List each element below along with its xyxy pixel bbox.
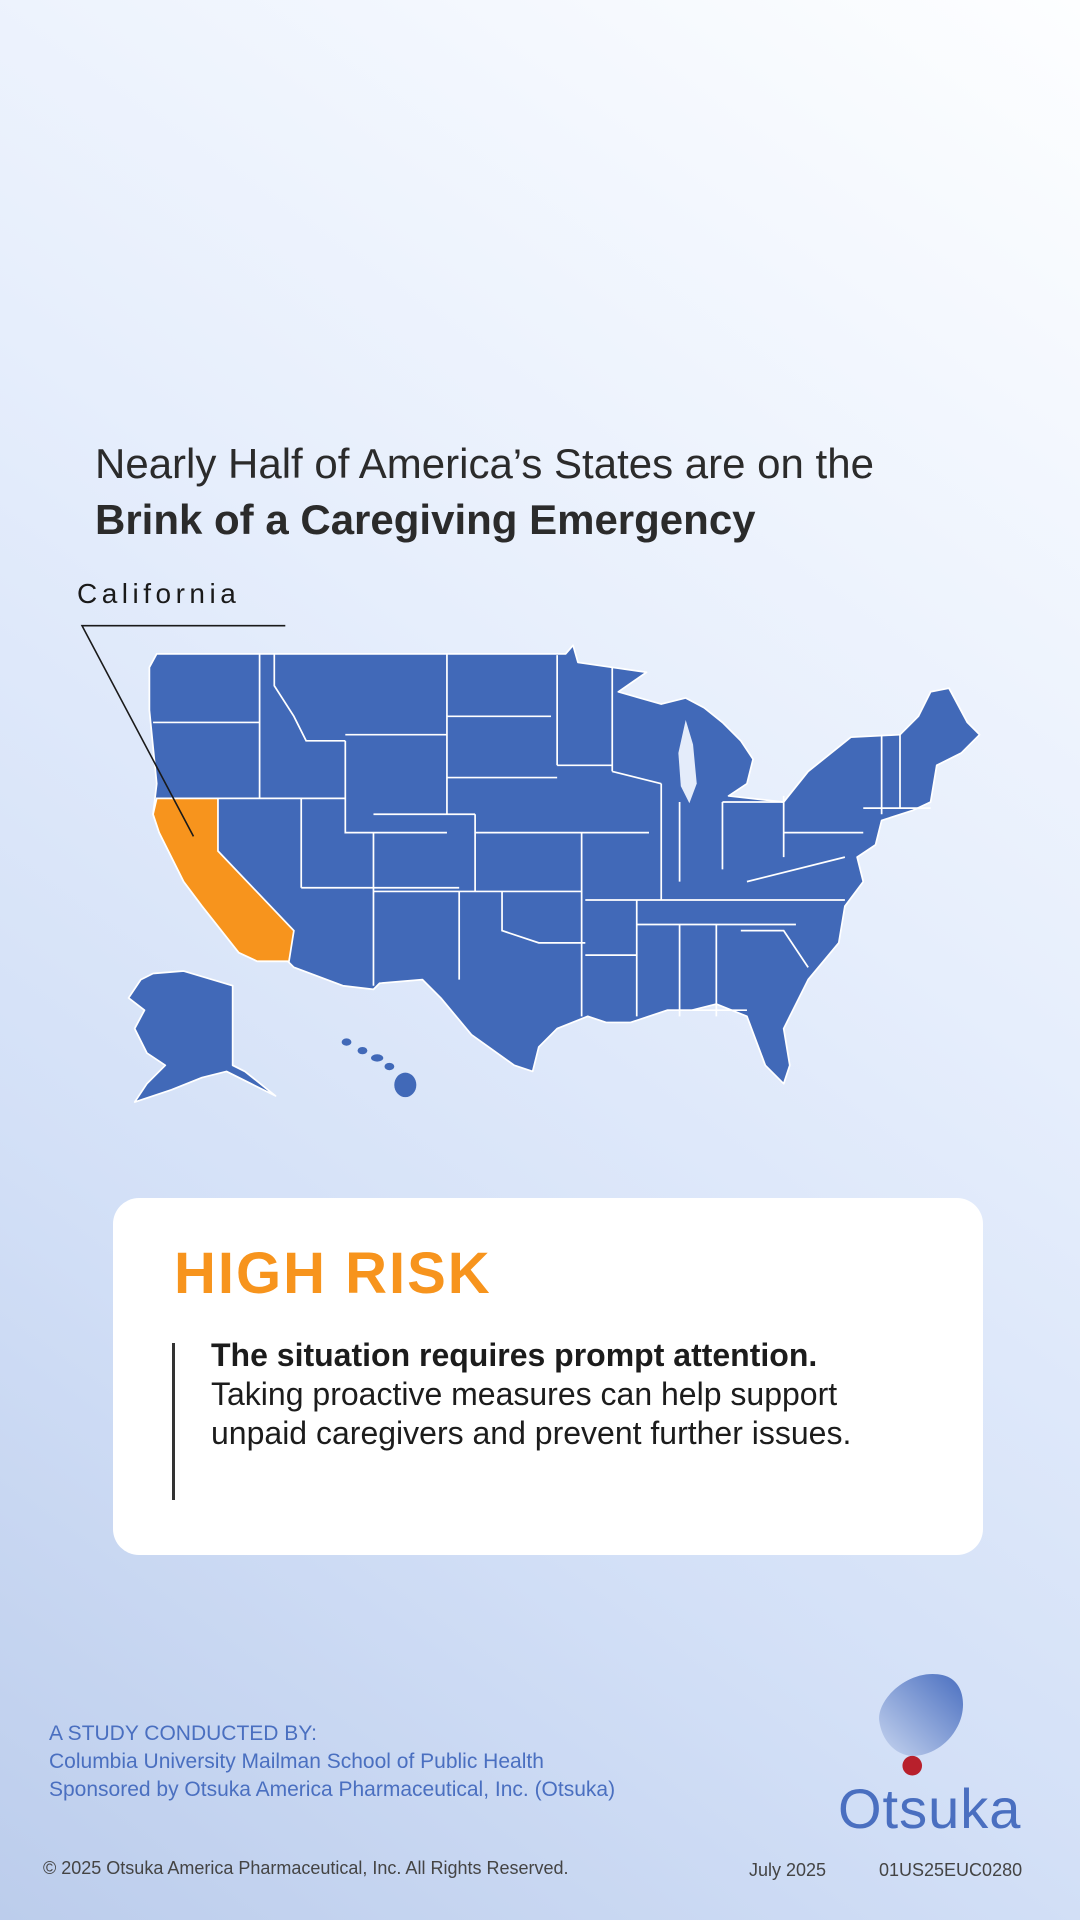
risk-level: HIGH RISK	[174, 1241, 492, 1306]
otsuka-logo-text: Otsuka	[838, 1777, 1022, 1840]
study-heading: A STUDY CONDUCTED BY:	[49, 1722, 317, 1745]
copyright: © 2025 Otsuka America Pharmaceutical, In…	[43, 1858, 569, 1878]
contiguous-us	[148, 644, 981, 1085]
quote-bar	[172, 1343, 175, 1500]
headline-line2: Brink of a Caregiving Emergency	[95, 496, 756, 543]
otsuka-logo-mark	[879, 1674, 964, 1776]
leader-line	[80, 624, 286, 837]
date: July 2025	[749, 1860, 827, 1880]
lake-michigan	[678, 720, 697, 804]
risk-description: The situation requires prompt attention.…	[211, 1336, 931, 1453]
document-code: 01US25EUC0280	[879, 1860, 1023, 1880]
study-org: Columbia University Mailman School of Pu…	[49, 1750, 544, 1773]
headline: Nearly Half of America’s States are on t…	[95, 436, 874, 548]
alaska	[127, 970, 277, 1103]
study-credits: A STUDY CONDUCTED BY: Columbia Universit…	[49, 1720, 615, 1804]
risk-lead: The situation requires prompt attention.	[211, 1337, 818, 1373]
state-label: California	[77, 578, 241, 609]
state-borders	[153, 653, 931, 1017]
hawaii	[341, 1038, 417, 1098]
california	[152, 797, 295, 963]
sponsor: Sponsored by Otsuka America Pharmaceutic…	[49, 1778, 616, 1801]
risk-text: Taking proactive measures can help suppo…	[211, 1376, 852, 1451]
risk-card	[113, 1198, 983, 1555]
headline-line1: Nearly Half of America’s States are on t…	[95, 440, 874, 487]
